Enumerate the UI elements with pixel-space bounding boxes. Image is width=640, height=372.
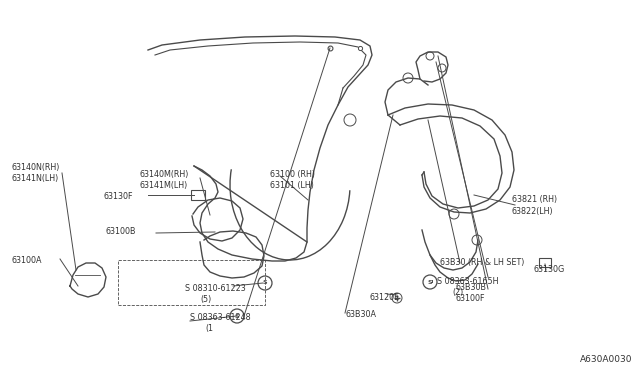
Text: 63100F: 63100F <box>455 294 484 303</box>
Text: 63100B: 63100B <box>105 227 136 236</box>
Text: 63140M(RH): 63140M(RH) <box>140 170 189 179</box>
Text: S 08363-6165H: S 08363-6165H <box>437 277 499 286</box>
Text: (1: (1 <box>205 324 213 333</box>
Text: 63100 (RH): 63100 (RH) <box>270 170 315 179</box>
Bar <box>539 258 551 267</box>
Text: 63822(LH): 63822(LH) <box>512 207 554 216</box>
Text: 63B30 (RH & LH SET): 63B30 (RH & LH SET) <box>440 258 524 267</box>
Text: 63140N(RH): 63140N(RH) <box>12 163 60 172</box>
Text: 63B30B: 63B30B <box>455 283 486 292</box>
Text: S 08310-61223: S 08310-61223 <box>185 284 246 293</box>
Text: (2): (2) <box>452 288 463 297</box>
Text: (5): (5) <box>200 295 211 304</box>
Text: S: S <box>428 279 432 285</box>
Text: 63821 (RH): 63821 (RH) <box>512 195 557 204</box>
Text: A630A0030: A630A0030 <box>579 355 632 364</box>
Text: 63141M(LH): 63141M(LH) <box>140 181 188 190</box>
Text: 63101 (LH): 63101 (LH) <box>270 181 314 190</box>
Text: 63141N(LH): 63141N(LH) <box>12 174 60 183</box>
Text: 63B30A: 63B30A <box>345 310 376 319</box>
Text: 63120E: 63120E <box>370 293 400 302</box>
Bar <box>191 190 205 200</box>
Text: S 08363-61248: S 08363-61248 <box>190 313 251 322</box>
Text: S: S <box>235 314 239 318</box>
Text: 63100A: 63100A <box>12 256 42 265</box>
Text: S: S <box>262 280 268 285</box>
Text: 63130G: 63130G <box>533 265 564 274</box>
Text: 63130F: 63130F <box>104 192 134 201</box>
